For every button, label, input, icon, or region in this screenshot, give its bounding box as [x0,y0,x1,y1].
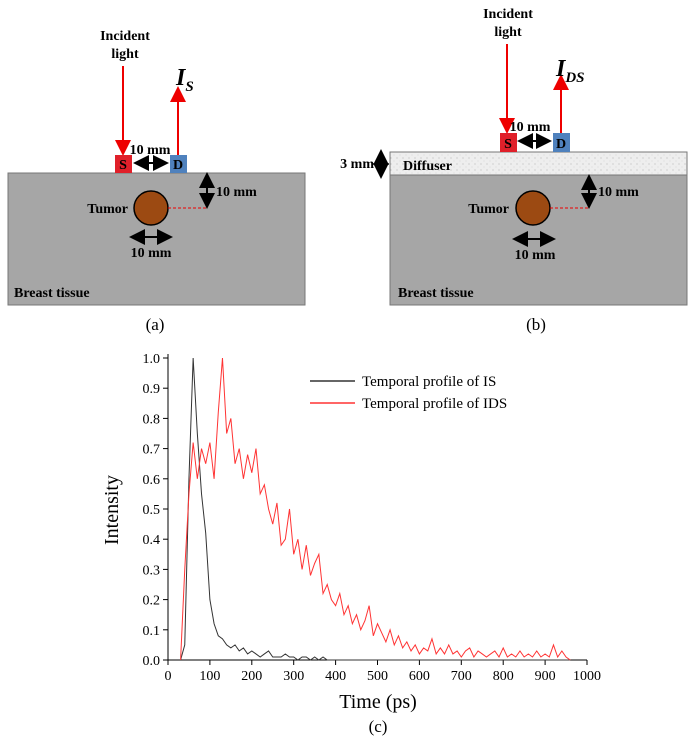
legend-label: Temporal profile of IDS [362,396,507,412]
x-tick-label: 800 [493,669,514,684]
y-tick-label: 0.1 [143,624,161,639]
label: 10 mm [510,120,551,135]
x-tick-label: 700 [451,669,472,684]
x-axis-label: Time (ps) [339,691,417,713]
source [500,133,517,152]
tumor [515,190,551,226]
label: D [556,137,566,152]
label: 10 mm [515,248,556,263]
x-tick-label: 200 [241,669,262,684]
x-tick-label: 100 [199,669,220,684]
y-tick-label: 0.8 [143,412,161,427]
caption: (c) [369,717,388,736]
label: 10 mm [131,246,172,261]
x-tick-label: 600 [409,669,430,684]
y-tick-label: 1.0 [143,352,161,367]
detector [553,133,570,152]
label: S [119,158,127,173]
label: 10 mm [216,185,257,200]
label: D [173,158,183,173]
label: S [504,137,512,152]
label: IS [175,65,194,95]
label: IDS [555,56,585,86]
y-tick-label: 0.6 [143,473,161,488]
y-tick-label: 0.4 [143,533,161,548]
x-tick-label: 0 [165,669,172,684]
panel-a: Incident light IS S D 10 mm 10 mm Tumor … [7,29,306,334]
x-tick-label: 300 [283,669,304,684]
source [115,155,132,173]
y-tick-label: 0.0 [143,654,161,669]
series-line [180,357,571,661]
label: light [111,47,139,62]
chart: Intensity Time (ps) (c) 0.0 0.1 0.2 0.3 0.4 0… [101,352,601,736]
y-tick-label: 0.3 [143,563,161,578]
label: Tumor [468,202,509,217]
caption: (a) [146,315,165,334]
label: Incident [483,7,533,22]
tumor [133,190,169,226]
label: light [494,25,522,40]
series-line [180,357,571,661]
x-tick-label: 900 [535,669,556,684]
label: Tumor [87,202,128,217]
x-tick-label: 400 [325,669,346,684]
label: Diffuser [403,159,452,174]
label: 10 mm [130,143,171,158]
panel-b: Incident light IDS S D 10 mm 3 mm Diffus… [340,7,688,334]
label: Breast tissue [398,286,474,301]
label: Breast tissue [14,286,90,301]
x-tick-label: 1000 [573,669,601,684]
caption: (b) [526,315,546,334]
y-axis-label: Intensity [101,475,123,545]
y-tick-label: 0.5 [143,503,161,518]
detector [170,155,187,173]
label: Incident [100,29,150,44]
y-tick-label: 0.2 [143,594,161,609]
y-tick-label: 0.9 [143,382,161,397]
legend-label: Temporal profile of IS [362,374,496,390]
x-tick-label: 500 [367,669,388,684]
label: 3 mm [340,157,374,172]
y-tick-label: 0.7 [143,443,161,458]
label: 10 mm [598,185,639,200]
